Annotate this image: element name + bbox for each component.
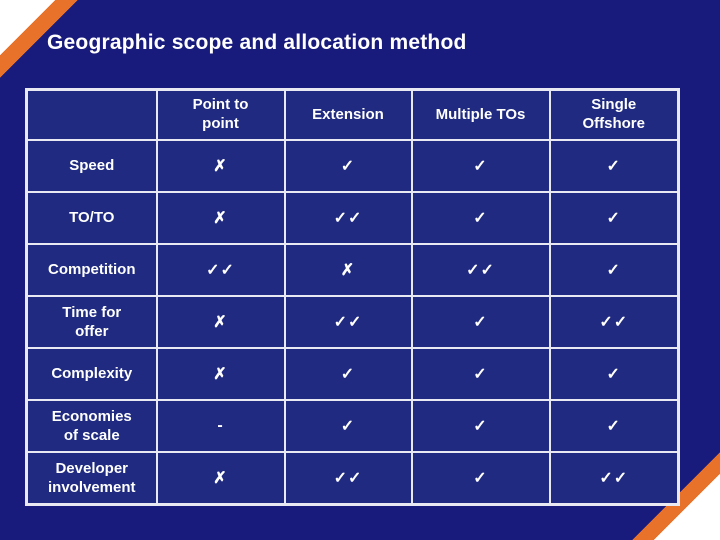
col-header-single-offshore: Single Offshore xyxy=(548,88,680,141)
row-label: Developer involvement xyxy=(25,451,158,506)
table-cell: ✓✓ xyxy=(548,451,680,506)
table-cell: ✓ xyxy=(410,139,551,193)
table-cell: ✗ xyxy=(155,139,286,193)
table-row: Competition ✓✓ ✗ ✓✓ ✓ xyxy=(25,243,680,297)
table-cell: ✓ xyxy=(410,347,551,401)
table-row: Speed ✗ ✓ ✓ ✓ xyxy=(25,139,680,193)
col-header-extension: Extension xyxy=(283,88,413,141)
table-cell: ✓ xyxy=(283,399,413,453)
table-cell: ✓ xyxy=(548,347,680,401)
table-cell: ✓ xyxy=(548,243,680,297)
table-cell: ✓ xyxy=(548,191,680,245)
table-cell: ✓✓ xyxy=(283,295,413,349)
table-cell: ✗ xyxy=(155,347,286,401)
col-header-point-to-point: Point to point xyxy=(155,88,286,141)
header-row: Point to point Extension Multiple TOs Si… xyxy=(25,88,680,141)
row-label: Time for offer xyxy=(25,295,158,349)
row-label: Economies of scale xyxy=(25,399,158,453)
table-cell: ✓ xyxy=(410,451,551,506)
table-row: Time for offer ✗ ✓✓ ✓ ✓✓ xyxy=(25,295,680,349)
table-cell: ✓✓ xyxy=(410,243,551,297)
col-header-empty xyxy=(25,88,158,141)
table-cell: ✓✓ xyxy=(283,451,413,506)
col-header-multiple-tos: Multiple TOs xyxy=(410,88,551,141)
table-row: Complexity ✗ ✓ ✓ ✓ xyxy=(25,347,680,401)
row-label: Competition xyxy=(25,243,158,297)
table-cell: ✓ xyxy=(283,139,413,193)
row-label: TO/TO xyxy=(25,191,158,245)
table-cell: ✗ xyxy=(155,191,286,245)
table-cell: ✗ xyxy=(283,243,413,297)
table-cell: ✓✓ xyxy=(155,243,286,297)
table-cell: ✓ xyxy=(410,191,551,245)
row-label: Speed xyxy=(25,139,158,193)
table-cell: ✓✓ xyxy=(283,191,413,245)
table-cell: ✗ xyxy=(155,295,286,349)
slide-title: Geographic scope and allocation method xyxy=(47,31,467,54)
comparison-table: Point to point Extension Multiple TOs Si… xyxy=(25,88,680,506)
table-cell: ✓ xyxy=(410,399,551,453)
table-row: Developer involvement ✗ ✓✓ ✓ ✓✓ xyxy=(25,451,680,506)
row-label: Complexity xyxy=(25,347,158,401)
table-row: Economies of scale - ✓ ✓ ✓ xyxy=(25,399,680,453)
table-cell: - xyxy=(155,399,286,453)
table-cell: ✓ xyxy=(283,347,413,401)
table-cell: ✗ xyxy=(155,451,286,506)
table-cell: ✓ xyxy=(548,139,680,193)
table-cell: ✓ xyxy=(548,399,680,453)
table-cell: ✓✓ xyxy=(548,295,680,349)
table-cell: ✓ xyxy=(410,295,551,349)
table-row: TO/TO ✗ ✓✓ ✓ ✓ xyxy=(25,191,680,245)
